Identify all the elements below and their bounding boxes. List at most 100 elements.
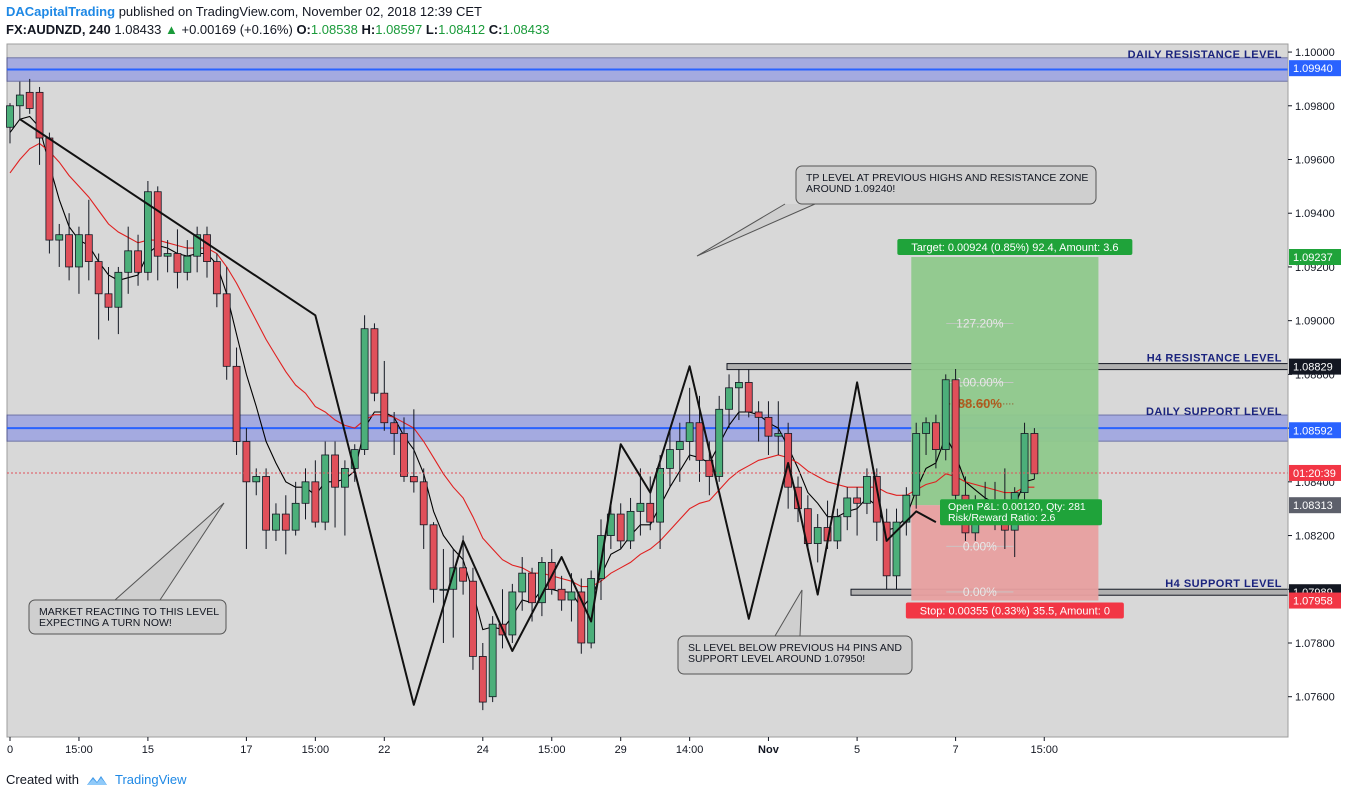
candle-body: [25, 91, 34, 109]
high-value: 1.08597: [375, 22, 423, 37]
candle-body: [173, 253, 182, 273]
candle-body: [853, 497, 861, 504]
publish-info: DACapitalTrading published on TradingVie…: [6, 4, 482, 19]
candle-body: [272, 513, 280, 531]
candle-body: [764, 416, 773, 437]
candle-body: [488, 623, 497, 698]
candle-body: [912, 433, 921, 496]
candle-body: [666, 449, 674, 469]
callout-box: [795, 165, 1097, 205]
candle-body: [212, 261, 221, 295]
stop-price-tag: 1.07958: [1293, 596, 1333, 608]
time-tick-label: 0: [7, 744, 13, 756]
position-labels: Target: 0.00924 (0.85%) 92.4, Amount: 3.…: [897, 239, 1133, 619]
price-change: +0.00169 (+0.16%): [181, 22, 293, 37]
candle-body: [301, 481, 310, 504]
candle-body: [803, 508, 812, 545]
zone-label: H4 RESISTANCE LEVEL: [1147, 353, 1282, 365]
candle-body: [409, 476, 418, 483]
zone-price-tag-bg: [1289, 422, 1341, 439]
price-tags: 1.099401.088291.085921.079891.092371.079…: [1289, 60, 1341, 609]
candle-body: [656, 467, 664, 523]
candle-body: [311, 481, 320, 523]
price-tick-label: 1.09600: [1295, 155, 1335, 167]
fib-levels: 127.20% 100.00% 88.60% 0.00% 0.00%: [946, 316, 1014, 599]
price-tick-label: 1.07800: [1295, 638, 1335, 650]
candle-body: [538, 562, 546, 604]
tradingview-logo-icon: [86, 775, 107, 785]
candle-body: [75, 234, 83, 268]
time-tick-label: 14:00: [676, 744, 704, 756]
time-tick-label: 17: [240, 744, 252, 756]
published-text: published on TradingView.com, November 0…: [118, 4, 482, 19]
high-label: H:: [361, 22, 376, 37]
tradingview-link[interactable]: TradingView: [114, 772, 187, 787]
time-tick-label: 22: [378, 744, 390, 756]
candle-body: [528, 572, 536, 604]
callout-text: MARKET REACTING TO THIS LEVEL: [39, 606, 219, 618]
candle-body: [114, 271, 123, 308]
low-value: 1.08412: [438, 22, 486, 37]
candle-body: [744, 382, 753, 413]
candle-body: [35, 91, 44, 139]
candle-body: [813, 527, 822, 545]
candle-body: [636, 502, 645, 512]
candle-body: [872, 476, 881, 523]
candle-body: [203, 234, 211, 262]
candle-body: [725, 387, 733, 410]
footer: Created with TradingView: [6, 772, 187, 787]
zone-label: DAILY RESISTANCE LEVEL: [1128, 49, 1282, 61]
price-tick-label: 1.08200: [1295, 531, 1335, 543]
candle-body: [685, 422, 694, 442]
candle-body: [281, 513, 290, 531]
callout-pointer: [114, 502, 225, 601]
open-value: 1.08538: [310, 22, 358, 37]
close-value: 1.08433: [502, 22, 550, 37]
symbol-info-bar: FX:AUDNZD, 240 1.08433 ▲ +0.00169 (+0.16…: [6, 22, 549, 37]
candle-body: [84, 234, 93, 262]
symbol-label: FX:AUDNZD, 240: [6, 22, 111, 37]
candle-body: [892, 521, 901, 577]
time-tick-label: 15:00: [1030, 744, 1058, 756]
candle-body: [577, 591, 586, 644]
candle-body: [922, 422, 930, 434]
candle-body: [104, 293, 113, 308]
fib-label: 127.20%: [956, 316, 1004, 330]
price-tick-label: 1.09400: [1295, 208, 1335, 220]
callout-text: SUPPORT LEVEL AROUND 1.07950!: [688, 653, 865, 665]
time-tick-label: 15: [142, 744, 154, 756]
author-link[interactable]: DACapitalTrading: [6, 4, 116, 19]
candle-body: [193, 234, 202, 257]
risk-reward-label: Risk/Reward Ratio: 2.6: [948, 512, 1056, 524]
created-with-text: Created with: [6, 772, 79, 787]
candle-body: [843, 497, 852, 518]
candle-body: [941, 379, 950, 450]
time-tick-label: Nov: [758, 744, 780, 756]
candle-body: [45, 137, 54, 241]
candle-body: [863, 476, 871, 504]
candle-body: [882, 521, 891, 577]
candle-body: [222, 293, 231, 367]
stop-price-tag-bg: [1289, 592, 1341, 609]
callout-text: AROUND 1.09240!: [806, 183, 895, 195]
candle-body: [419, 481, 428, 526]
candle-body: [134, 250, 142, 273]
time-tick-label: 24: [477, 744, 489, 756]
entry-price-tag-bg: [1289, 497, 1341, 514]
candle-body: [380, 392, 389, 424]
callout-pointer: [696, 203, 816, 257]
zigzag-pattern: [19, 118, 937, 706]
candle-body: [715, 408, 724, 477]
candle-body: [55, 234, 64, 241]
candle-body: [390, 422, 399, 434]
candle-body: [232, 365, 241, 442]
candle-body: [143, 191, 152, 273]
candle-body: [183, 255, 192, 273]
candle-body: [439, 588, 448, 591]
open-pnl-bg: [940, 499, 1102, 526]
candle-body: [400, 433, 408, 477]
time-tick-label: 15:00: [65, 744, 93, 756]
candle-body: [321, 454, 330, 523]
candle-body: [291, 502, 300, 531]
